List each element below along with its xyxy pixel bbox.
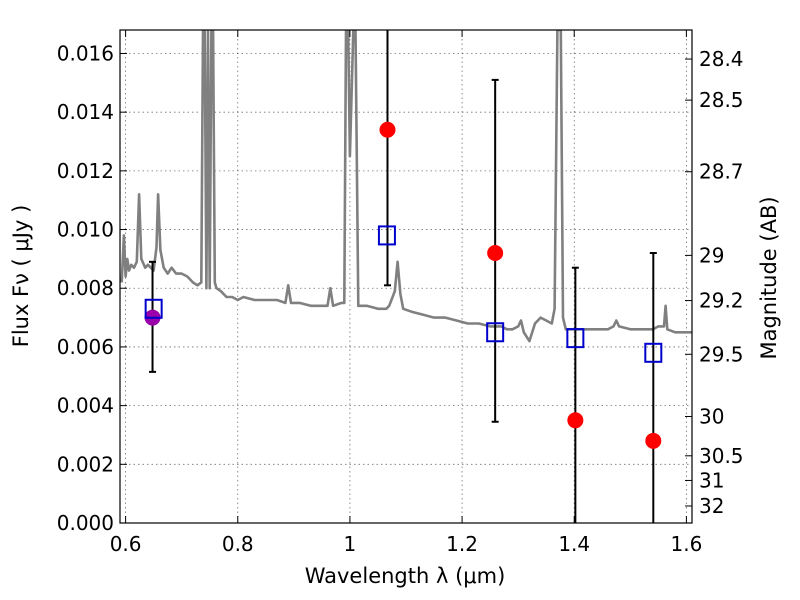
magnitude-tick-label: 28.4 — [699, 47, 744, 71]
magnitude-tick-label: 31 — [699, 468, 724, 492]
spectrum-layer — [120, 30, 692, 343]
magnitude-tick-label: 29.5 — [699, 342, 744, 366]
points-layer — [144, 121, 662, 449]
y-axis-title: Flux Fν ( μJy ) — [9, 205, 33, 348]
y-tick-label: 0.012 — [57, 159, 114, 183]
y-tick-label: 0.016 — [57, 41, 114, 65]
magnitude-tick-label: 30 — [699, 404, 724, 428]
observed-point — [487, 245, 504, 262]
x-tick-label: 0.6 — [110, 532, 142, 556]
squares-layer — [144, 225, 663, 363]
x-tick-label: 1.4 — [558, 532, 590, 556]
axes-layer: 0.6 0.8 1 1.2 1.4 1.6 0.000 0.002 0.004 0.006 0.00… — [57, 29, 744, 556]
magnitude-tick-label: 32 — [699, 494, 724, 518]
y-tick-label: 0.010 — [57, 218, 114, 242]
observed-point — [567, 412, 584, 429]
y-tick-label: 0.000 — [57, 511, 114, 535]
magnitude-tick-label: 30.5 — [699, 444, 744, 468]
spectrum-line — [120, 30, 692, 343]
right-y-axis-title: Magnitude (AB) — [757, 196, 781, 359]
y-tick-label: 0.002 — [57, 452, 114, 476]
model-square — [566, 328, 585, 349]
magnitude-tick-label: 28.7 — [699, 160, 744, 184]
x-tick-label: 0.8 — [222, 532, 254, 556]
y-tick-label: 0.008 — [57, 276, 114, 300]
x-tick-label: 1.6 — [670, 532, 702, 556]
model-square — [377, 225, 396, 246]
plot-frame — [119, 29, 693, 524]
x-tick-label: 1.2 — [446, 532, 478, 556]
magnitude-tick-label: 29.2 — [699, 289, 744, 313]
observed-point — [645, 432, 662, 449]
observed-point — [379, 121, 396, 138]
y-tick-label: 0.006 — [57, 335, 114, 359]
y-tick-label: 0.014 — [57, 100, 114, 124]
magnitude-tick-label: 28.5 — [699, 88, 744, 112]
y-tick-label: 0.004 — [57, 394, 114, 418]
errorbar-layer — [149, 30, 657, 523]
x-tick-label: 1 — [344, 532, 357, 556]
model-square — [644, 342, 663, 363]
model-square — [486, 322, 505, 343]
x-axis-title: Wavelength λ (μm) — [305, 564, 506, 588]
magnitude-tick-label: 29 — [699, 243, 724, 267]
model-square — [144, 298, 163, 319]
